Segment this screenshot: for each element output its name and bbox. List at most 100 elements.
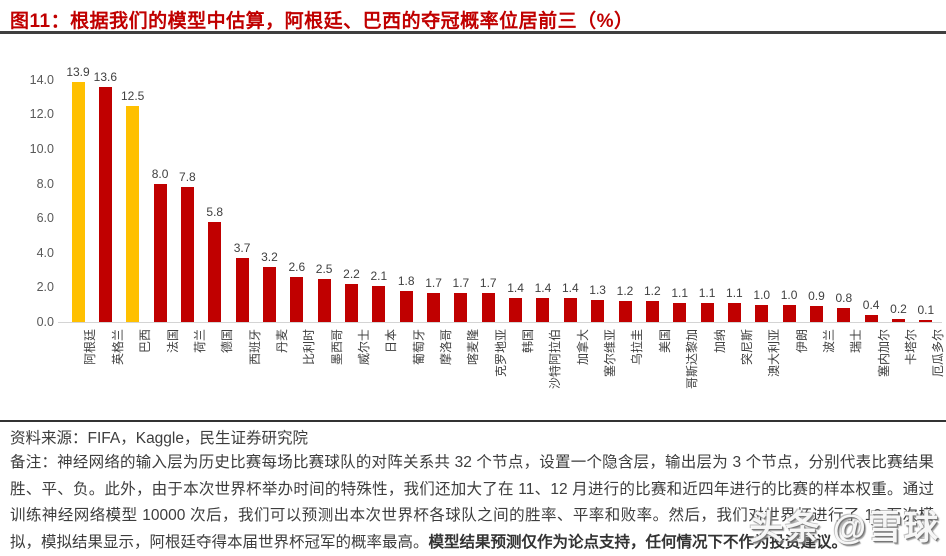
bar-value-label: 13.6 (93, 69, 118, 84)
bar (153, 183, 167, 322)
bar (399, 290, 413, 322)
bar (262, 266, 276, 322)
x-axis-label: 阿根廷 (83, 329, 98, 366)
bar (536, 297, 550, 322)
bar (208, 221, 222, 322)
x-axis-label: 厄瓜多尔 (931, 329, 946, 378)
bar-value-label: 1.4 (507, 280, 524, 295)
remark-disclaimer: 模型结果预测仅作为论点支持，任何情况下不作为投资建议。 (428, 533, 848, 551)
source-note: 资料来源：FIFA，Kaggle，民生证券研究院 (10, 430, 308, 447)
bar (509, 297, 523, 322)
bar (98, 86, 112, 322)
bar (126, 105, 140, 322)
bar (673, 302, 687, 322)
x-axis-label: 荷兰 (192, 329, 207, 354)
y-axis-tick: 8.0 (36, 176, 54, 191)
bar-value-label: 12.5 (121, 88, 145, 103)
x-axis-label: 葡萄牙 (411, 329, 426, 366)
bar (235, 257, 249, 322)
bar (727, 302, 741, 322)
x-axis-label: 突尼斯 (739, 329, 754, 366)
bar-value-label: 1.1 (726, 285, 743, 300)
bar-value-label: 0.1 (917, 303, 935, 318)
bar-value-label: 1.4 (561, 280, 579, 295)
x-axis-label: 哥斯达黎加 (685, 329, 700, 390)
bar (372, 285, 386, 322)
bar-value-label: 1.7 (452, 275, 470, 290)
x-axis-label: 摩洛哥 (439, 329, 454, 366)
x-axis-label: 瑞士 (849, 329, 864, 354)
x-axis-label: 墨西哥 (329, 329, 344, 366)
figure-title: 图11：根据我们的模型中估算，阿根廷、巴西的夺冠概率位居前三（%） (10, 11, 634, 32)
bar (317, 278, 331, 322)
bar (809, 306, 823, 322)
bar-value-label: 8.0 (151, 166, 169, 181)
x-axis-label: 塞尔维亚 (603, 329, 618, 378)
bar-value-label: 13.9 (66, 64, 90, 79)
bar-value-label: 3.2 (261, 249, 278, 264)
bar (345, 283, 358, 322)
x-axis-label: 卡塔尔 (904, 329, 918, 366)
x-axis-label: 美国 (657, 329, 672, 354)
bar (563, 297, 577, 322)
x-axis-label: 德国 (220, 329, 235, 354)
y-axis-tick: 12.0 (29, 107, 54, 122)
bar-value-label: 1.4 (534, 280, 552, 295)
y-axis-tick: 14.0 (29, 72, 54, 87)
bar-value-label: 3.7 (233, 240, 251, 255)
bar-value-label: 0.2 (890, 301, 907, 316)
x-axis-line (58, 322, 942, 323)
bar (427, 292, 441, 322)
x-axis-label: 澳大利亚 (767, 329, 782, 378)
bar-value-label: 5.8 (206, 204, 224, 219)
x-axis-label: 加纳 (712, 329, 727, 354)
y-axis-tick: 6.0 (36, 211, 54, 226)
bar-value-label: 1.7 (479, 275, 497, 290)
x-axis-label: 波兰 (821, 329, 836, 354)
bar-value-label: 1.0 (780, 287, 798, 302)
bar-value-label: 1.2 (644, 284, 661, 299)
bar-value-label: 0.9 (808, 289, 825, 304)
bar-value-label: 2.1 (370, 268, 388, 283)
bar (618, 301, 632, 322)
footer-divider (0, 420, 946, 422)
bar (180, 187, 194, 322)
y-axis-tick: 2.0 (36, 280, 54, 295)
bar-chart: 0.0 2.0 4.0 6.0 8.0 10.0 12.0 14.0 13.9 阿根廷 13.6 英格… (0, 48, 946, 422)
x-axis-label: 喀麦隆 (466, 329, 481, 366)
x-axis-label: 沙特阿拉伯 (548, 329, 563, 390)
bar (454, 292, 468, 322)
bar (645, 301, 659, 322)
x-axis-label: 乌拉圭 (630, 329, 645, 366)
bar (892, 318, 905, 322)
bar-value-label: 1.3 (589, 282, 606, 297)
y-axis-tick: 4.0 (36, 245, 54, 260)
bar-value-label: 1.2 (616, 284, 634, 299)
bar (837, 308, 851, 322)
title-underline (0, 31, 946, 34)
x-axis-label: 丹麦 (274, 329, 289, 354)
bar (71, 81, 85, 322)
x-axis-label: 伊朗 (794, 329, 809, 354)
x-axis-label: 韩国 (521, 329, 536, 354)
x-axis-label: 塞内加尔 (876, 329, 891, 378)
x-axis-label: 英格兰 (110, 329, 125, 366)
x-axis-label: 克罗地亚 (493, 329, 508, 378)
bar-value-label: 1.1 (671, 285, 689, 300)
x-axis-label: 比利时 (302, 329, 317, 366)
remark-paragraph: 备注：神经网络的输入层为历史比赛每场比赛球队的对阵关系共 32 个节点，设置一个… (10, 450, 934, 556)
bar-value-label: 2.2 (343, 266, 360, 281)
remark-text: 备注：神经网络的输入层为历史比赛每场比赛球队的对阵关系共 32 个节点，设置一个… (10, 454, 934, 551)
bar-value-label: 1.8 (397, 273, 415, 288)
bar (919, 320, 933, 322)
bar-value-label: 1.7 (425, 275, 442, 290)
bar (782, 304, 796, 322)
y-axis-tick: 10.0 (29, 142, 54, 156)
bar-value-label: 7.8 (179, 170, 196, 185)
y-axis-tick: 0.0 (36, 315, 54, 329)
bar-value-label: 2.5 (315, 261, 333, 276)
bar (864, 315, 878, 322)
x-axis-label: 日本 (384, 329, 399, 354)
x-axis-label: 巴西 (138, 329, 153, 354)
bar (755, 304, 769, 322)
